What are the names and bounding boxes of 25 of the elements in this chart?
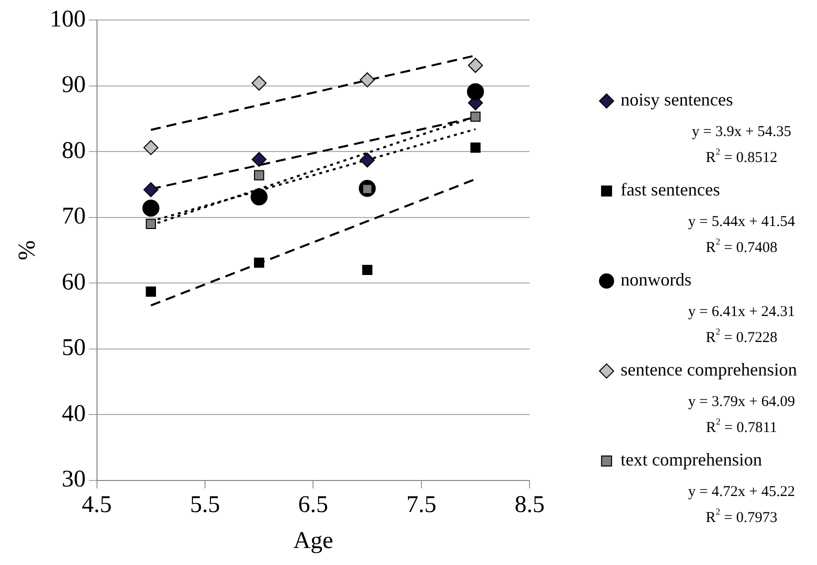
y-axis-title: % (14, 240, 41, 260)
x-tick-label: 8.5 (514, 492, 545, 518)
y-tick-label: 90 (62, 72, 86, 98)
legend-label: sentence comprehension (620, 360, 798, 380)
x-axis-title: Age (293, 528, 334, 554)
legend-label: fast sentences (620, 180, 720, 200)
y-tick-label: 40 (62, 400, 86, 427)
legend-label: noisy sentences (620, 90, 734, 110)
text: y = 4.72x + 45.22 (688, 484, 796, 500)
x-tick-label: 6.5 (298, 492, 328, 518)
x-tick-label: 5.5 (190, 492, 220, 518)
legend-label: nonwords (620, 270, 692, 290)
x-tick-label: 4.5 (82, 492, 112, 518)
y-tick-label: 30 (62, 466, 86, 493)
text: y = 6.41x + 24.31 (688, 304, 796, 320)
text: y = 5.44x + 41.54 (688, 214, 796, 230)
text: y = 3.79x + 64.09 (688, 394, 796, 410)
y-tick-label: 80 (62, 138, 86, 164)
text: y = 3.9x + 54.35 (692, 124, 792, 140)
y-tick-label: 50 (62, 335, 86, 362)
x-tick-label: 7.5 (406, 492, 436, 518)
y-tick-label: 100 (50, 6, 86, 32)
legend-label: text comprehension (620, 450, 762, 470)
y-tick-label: 60 (62, 269, 86, 296)
y-tick-label: 70 (62, 204, 86, 230)
